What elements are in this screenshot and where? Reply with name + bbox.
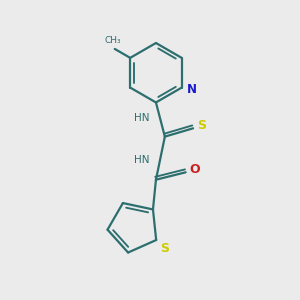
Text: S: S	[198, 119, 207, 132]
Text: S: S	[160, 242, 169, 255]
Text: HN: HN	[134, 155, 149, 165]
Text: HN: HN	[134, 113, 149, 123]
Text: N: N	[187, 82, 197, 96]
Text: O: O	[190, 163, 200, 176]
Text: CH₃: CH₃	[105, 36, 122, 45]
